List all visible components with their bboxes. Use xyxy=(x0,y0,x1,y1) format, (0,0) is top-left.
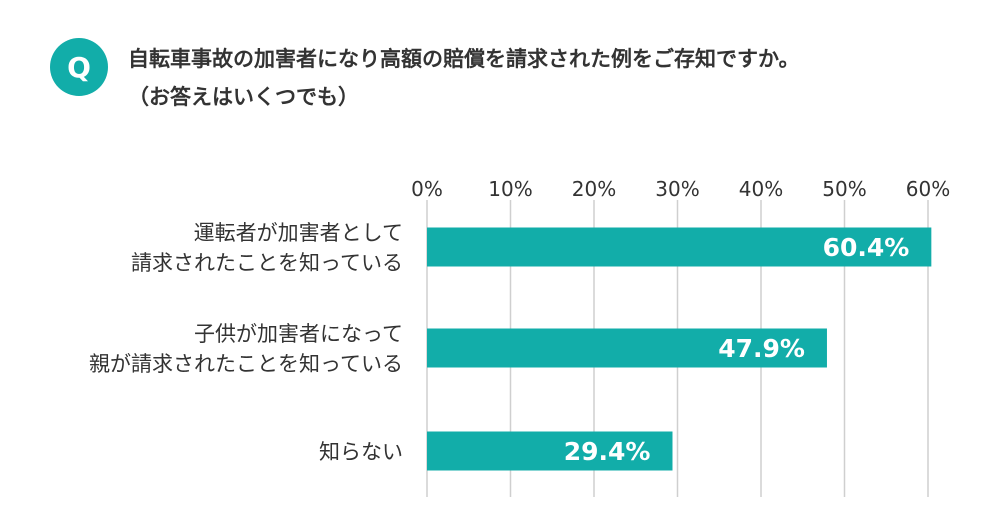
category-label: 親が請求されたことを知っている xyxy=(89,352,403,376)
tick-label: 60% xyxy=(906,177,950,201)
data-label: 60.4% xyxy=(823,233,910,262)
tick-label: 50% xyxy=(822,177,866,201)
category-label: 知らない xyxy=(319,440,403,464)
data-label: 47.9% xyxy=(718,334,805,363)
tick-label: 40% xyxy=(739,177,783,201)
tick-label: 30% xyxy=(655,177,699,201)
bar xyxy=(427,328,827,368)
category-label: 子供が加害者になって xyxy=(194,322,403,346)
tick-label: 10% xyxy=(488,177,532,201)
tick-label: 20% xyxy=(572,177,616,201)
category-label: 運転者が加害者として xyxy=(194,221,403,245)
data-label: 29.4% xyxy=(564,437,651,466)
question-text: 自転車事故の加害者になり高額の賠償を請求された例をご存知ですか。 （お答えはいく… xyxy=(128,40,968,116)
tick-label: 0% xyxy=(411,177,443,201)
bar xyxy=(427,431,673,471)
category-label: 請求されたことを知っている xyxy=(131,251,403,275)
bar xyxy=(427,227,932,267)
question-badge: Q xyxy=(50,38,108,96)
question-line-1: 自転車事故の加害者になり高額の賠償を請求された例をご存知ですか。 xyxy=(128,47,800,71)
question-line-2: （お答えはいくつでも） xyxy=(128,85,359,109)
